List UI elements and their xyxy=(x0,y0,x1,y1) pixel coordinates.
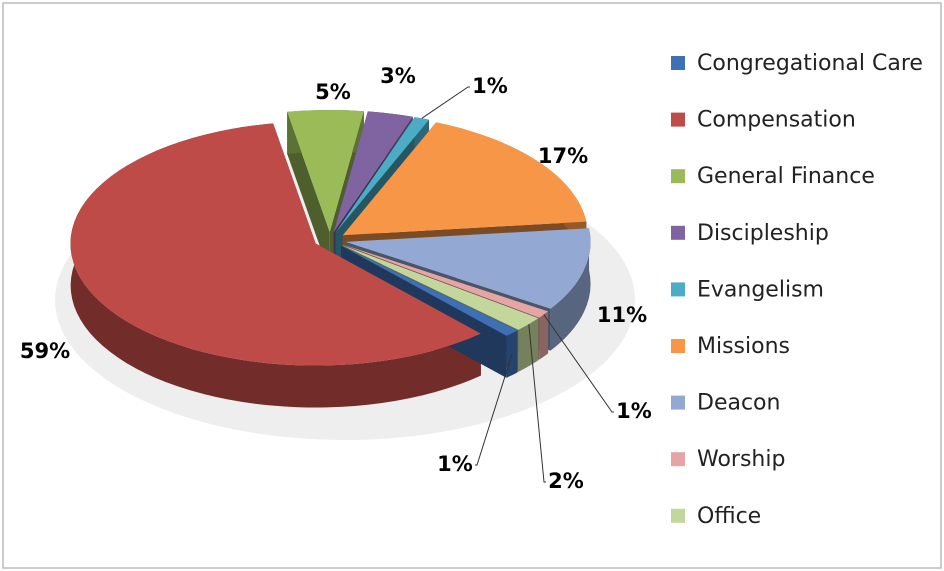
legend-swatch xyxy=(671,452,685,467)
data-label: 17% xyxy=(538,144,588,168)
slice xyxy=(342,245,539,330)
slice-wall xyxy=(506,330,518,378)
leader-line xyxy=(475,354,513,466)
legend-swatch xyxy=(671,169,685,184)
legend-label: Evangelism xyxy=(697,277,824,302)
slice-wall xyxy=(70,123,481,408)
leader-line xyxy=(421,86,470,119)
slice xyxy=(70,123,481,366)
slice-wall xyxy=(550,228,591,351)
legend-label: Deacon xyxy=(697,391,780,416)
slice-wall xyxy=(539,311,549,360)
slice-wall xyxy=(518,318,539,372)
legend-label: Congregational Care xyxy=(697,51,923,76)
data-label: 1% xyxy=(616,399,652,423)
slice xyxy=(287,110,364,233)
data-label: 2% xyxy=(548,469,584,493)
legend: Congregational Care Compensation General F… xyxy=(671,51,923,529)
slice xyxy=(341,245,518,336)
data-labels: 1% 59% 5% 3% 1% 17% 11% 1% 2% xyxy=(20,64,652,493)
legend-label: Compensation xyxy=(697,108,856,133)
legend-swatch xyxy=(671,282,685,297)
data-label: 5% xyxy=(315,80,351,104)
data-label: 1% xyxy=(472,74,508,98)
data-label: 11% xyxy=(597,303,647,327)
slice xyxy=(342,122,587,236)
legend-swatch xyxy=(671,225,685,240)
data-label: 59% xyxy=(20,339,70,363)
leader-line xyxy=(543,314,614,413)
legend-label: Discipleship xyxy=(697,221,829,246)
legend-label: General Finance xyxy=(697,164,875,189)
legend-swatch xyxy=(671,395,685,410)
leader-line xyxy=(528,324,546,483)
legend-swatch xyxy=(671,339,685,353)
legend-label: Missions xyxy=(697,334,790,359)
legend-swatch xyxy=(671,112,685,127)
slice xyxy=(335,117,429,233)
legend-label: Worship xyxy=(697,447,785,472)
legend-label: Office xyxy=(697,504,761,529)
legend-swatch xyxy=(671,56,685,70)
slice xyxy=(333,111,413,233)
pie xyxy=(70,110,591,408)
legend-swatch xyxy=(671,508,685,523)
data-label: 1% xyxy=(437,452,473,476)
slice xyxy=(343,244,549,318)
slice xyxy=(345,228,591,309)
data-label: 3% xyxy=(380,64,416,88)
